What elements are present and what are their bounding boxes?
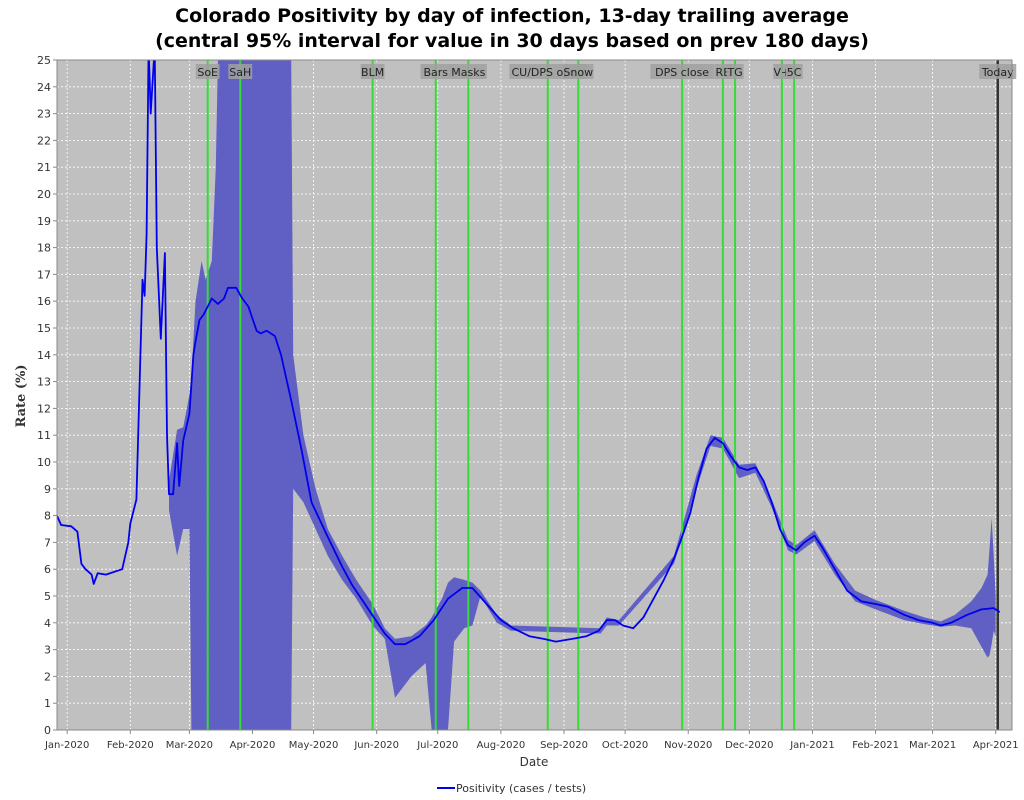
y-tick-label: 8 bbox=[44, 510, 51, 523]
x-tick-label: Jun-2020 bbox=[353, 740, 399, 751]
plot-frame bbox=[56, 59, 1013, 731]
event-label: TG bbox=[726, 66, 742, 79]
y-tick-label: 22 bbox=[37, 134, 51, 147]
event-label-bg bbox=[650, 64, 714, 79]
y-tick-label: 21 bbox=[37, 161, 51, 174]
confidence-band bbox=[169, 60, 996, 730]
x-tick-label: Nov-2020 bbox=[664, 740, 712, 751]
y-tick-label: 20 bbox=[37, 188, 51, 201]
event-label-bg bbox=[449, 64, 487, 79]
y-tick-label: 18 bbox=[37, 242, 51, 255]
y-tick-label: 2 bbox=[44, 670, 51, 683]
x-axis-label: Date bbox=[520, 755, 549, 769]
event-label-bg bbox=[726, 64, 744, 79]
event-label: 5C bbox=[787, 66, 802, 79]
x-tick-label: Feb-2020 bbox=[107, 740, 154, 751]
y-tick-label: 10 bbox=[37, 456, 51, 469]
legend-label: Positivity (cases / tests) bbox=[456, 782, 586, 795]
event-label-bg bbox=[785, 64, 803, 79]
chart-title-line1: Colorado Positivity by day of infection,… bbox=[175, 5, 849, 27]
y-tick-label: 5 bbox=[44, 590, 51, 603]
y-tick-label: 25 bbox=[37, 54, 51, 67]
event-label: Masks bbox=[451, 66, 485, 79]
y-tick-label: 0 bbox=[44, 724, 51, 737]
y-tick-label: 9 bbox=[44, 483, 51, 496]
y-tick-label: 11 bbox=[37, 429, 51, 442]
today-label: Today bbox=[981, 66, 1014, 79]
y-tick-label: 12 bbox=[37, 402, 51, 415]
y-tick-label: 3 bbox=[44, 644, 51, 657]
y-tick-label: 6 bbox=[44, 563, 51, 576]
series-lines bbox=[57, 60, 1001, 646]
event-label-bg bbox=[228, 64, 253, 79]
y-tick-label: 23 bbox=[37, 108, 51, 121]
y-ticks: 0123456789101112131415161718192021222324… bbox=[37, 54, 57, 737]
x-tick-label: Jan-2021 bbox=[789, 740, 834, 751]
series-line bbox=[57, 60, 1001, 646]
x-tick-label: Sep-2020 bbox=[540, 740, 588, 751]
y-tick-label: 1 bbox=[44, 697, 51, 710]
event-label: BLM bbox=[361, 66, 384, 79]
event-label-bg bbox=[195, 64, 220, 79]
interval-band bbox=[169, 60, 996, 730]
x-tick-label: Jul-2020 bbox=[416, 740, 458, 751]
x-tick-label: Apr-2020 bbox=[230, 740, 276, 751]
event-label: Snow bbox=[563, 66, 593, 79]
event-label-bg bbox=[563, 64, 594, 79]
y-tick-label: 4 bbox=[44, 617, 51, 630]
y-axis-label: Rate (%) bbox=[14, 365, 29, 428]
axes bbox=[56, 59, 1013, 731]
x-tick-label: Jan-2020 bbox=[44, 740, 89, 751]
y-tick-label: 14 bbox=[37, 349, 51, 362]
x-tick-label: Apr-2021 bbox=[973, 740, 1019, 751]
y-tick-label: 19 bbox=[37, 215, 51, 228]
x-ticks: Jan-2020 Feb-2020 Mar-2020 Apr-2020 May-2020… bbox=[44, 730, 1019, 751]
y-tick-label: 15 bbox=[37, 322, 51, 335]
y-tick-label: 17 bbox=[37, 268, 51, 281]
today-label-bg bbox=[979, 64, 1017, 79]
x-tick-label: Aug-2020 bbox=[477, 740, 526, 751]
y-tick-label: 7 bbox=[44, 536, 51, 549]
legend: Positivity (cases / tests) bbox=[437, 782, 586, 795]
y-tick-label: 13 bbox=[37, 376, 51, 389]
x-tick-label: Mar-2021 bbox=[909, 740, 956, 751]
event-label: Bars bbox=[423, 66, 448, 79]
y-tick-label: 16 bbox=[37, 295, 51, 308]
event-label: SaH bbox=[229, 66, 251, 79]
x-tick-label: Feb-2021 bbox=[852, 740, 899, 751]
event-label-bg bbox=[360, 64, 385, 79]
x-tick-label: Oct-2020 bbox=[602, 740, 648, 751]
x-tick-label: May-2020 bbox=[289, 740, 339, 751]
x-tick-label: Dec-2020 bbox=[725, 740, 773, 751]
y-tick-label: 24 bbox=[37, 81, 51, 94]
event-label: SoE bbox=[197, 66, 218, 79]
x-tick-label: Mar-2020 bbox=[166, 740, 213, 751]
chart-title-line2: (central 95% interval for value in 30 da… bbox=[155, 30, 869, 52]
event-label: DPS close bbox=[655, 66, 709, 79]
event-label-bg bbox=[420, 64, 451, 79]
